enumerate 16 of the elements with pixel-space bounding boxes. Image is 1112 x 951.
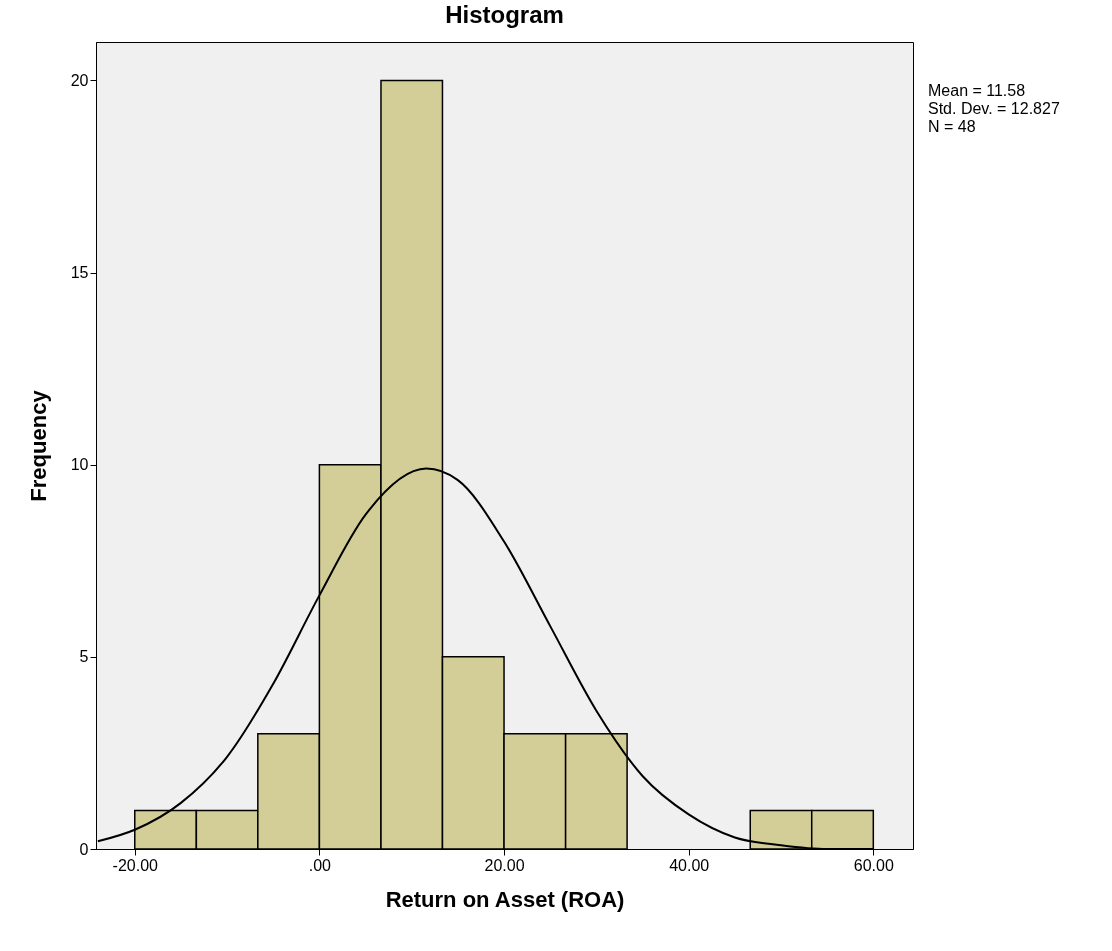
x-tick-label: .00 [308,856,332,874]
x-axis-title: Return on Asset (ROA) [385,886,625,912]
text: N = 48 [928,118,977,136]
x-tick-label: 20.00 [484,856,525,874]
y-tick-label: 10 [70,456,89,474]
y-axis-title: Frequency [25,389,51,502]
y-tick-label: 15 [70,264,89,282]
text: Std. Dev. = 12.827 [928,100,1060,118]
x-tick-label: 60.00 [853,856,894,874]
y-tick-label: 20 [70,71,89,89]
y-tick-label: 0 [79,840,89,858]
x-tick-label: 40.00 [669,856,710,874]
x-tick-label: -20.00 [112,856,159,874]
chart-title: Histogram [445,1,564,28]
text: Mean = 11.58 [928,82,1027,100]
y-tick-label: 5 [79,648,89,666]
